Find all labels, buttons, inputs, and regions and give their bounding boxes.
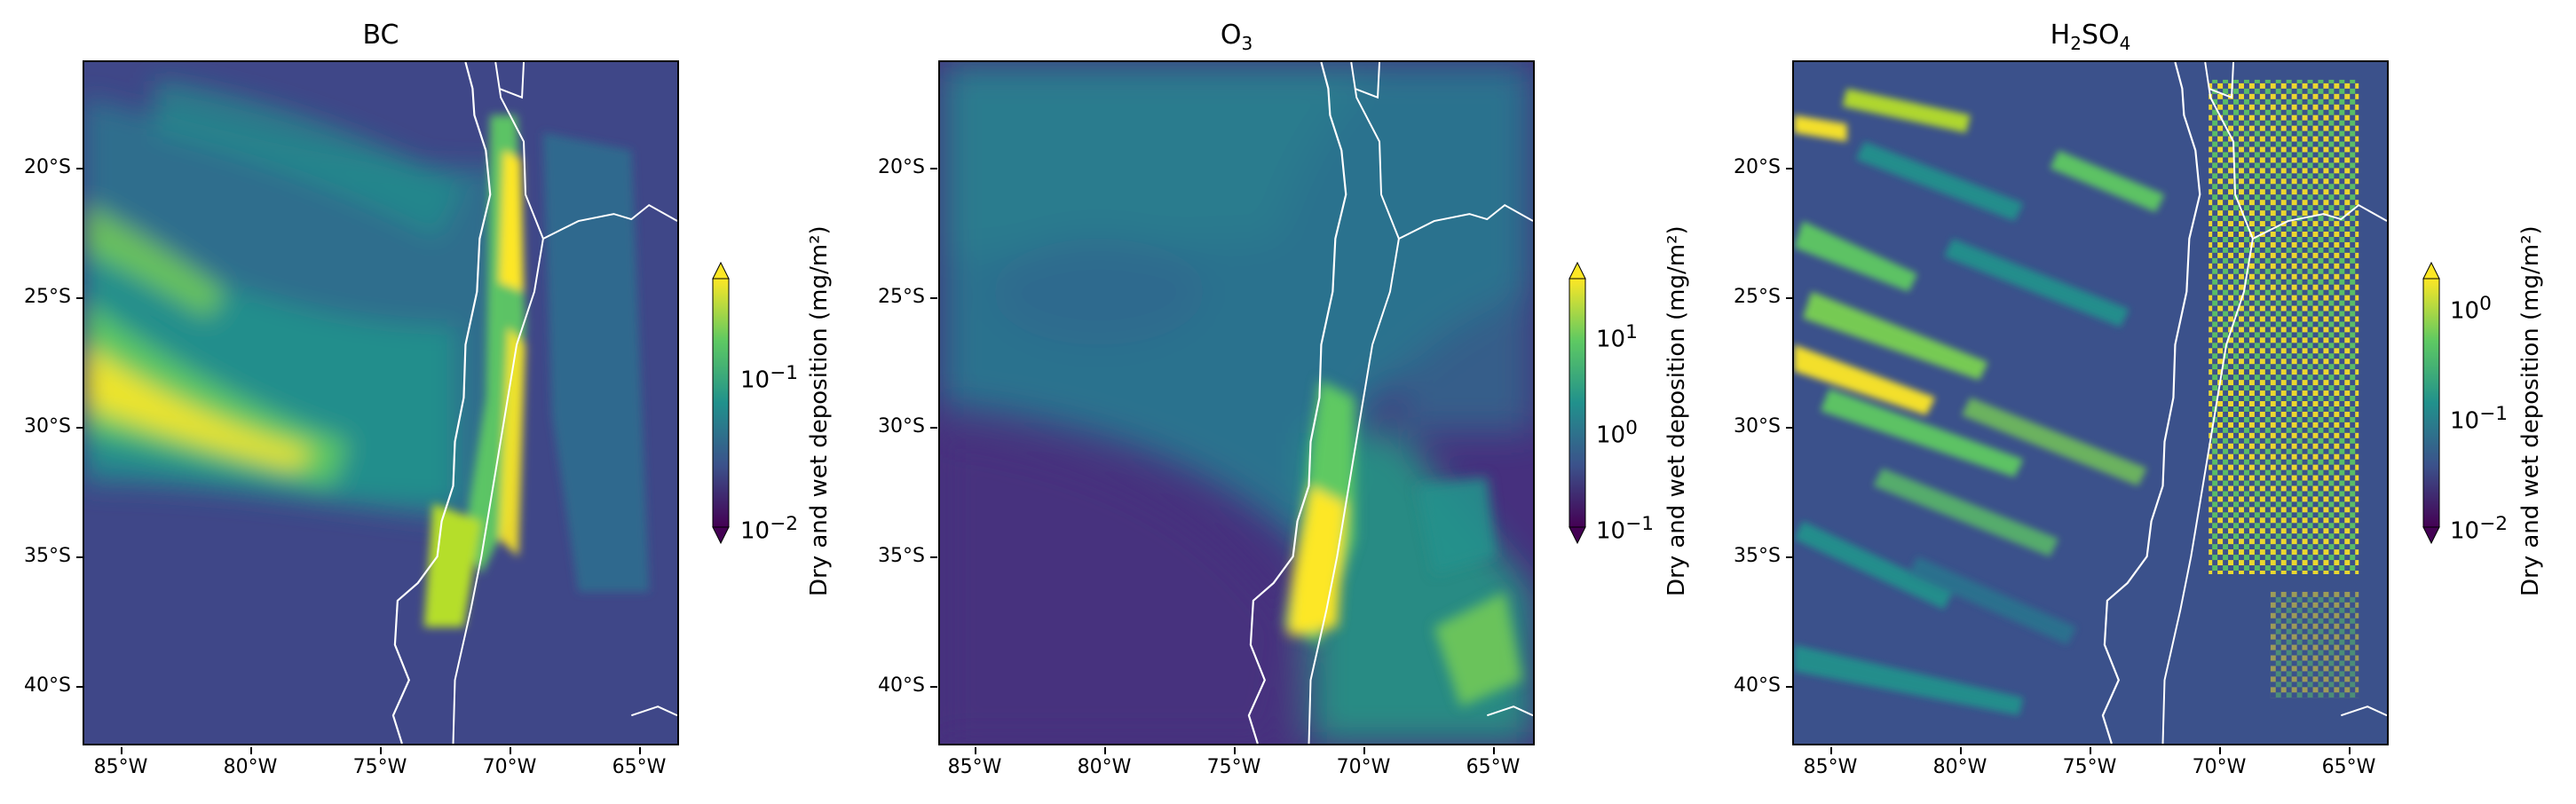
lat-tick: 25°S [1710,286,1793,308]
map-bc [83,60,679,745]
lat-tick: 35°S [0,545,83,567]
lon-tick: 85°W [1795,747,1866,778]
panel-bc: BC [0,0,852,804]
lon-tick: 80°W [1069,747,1140,778]
colorbar-o3 [1569,261,1586,545]
lat-tick: 30°S [0,415,83,437]
lon-tick: 75°W [1198,747,1269,778]
lat-tick: 35°S [854,545,937,567]
colorbar-tick: 100 [1596,417,1638,449]
lat-tick: 25°S [0,286,83,308]
lon-tick: 65°W [1458,747,1529,778]
lat-tick: 30°S [1710,415,1793,437]
lat-tick: 30°S [854,415,937,437]
lon-tick: 85°W [85,747,156,778]
lat-tick: 20°S [854,156,937,178]
map-bc-canvas [84,62,677,744]
panel-title: H2SO4 [2050,20,2131,54]
lon-tick: 75°W [344,747,415,778]
map-o3 [938,60,1535,745]
map-h2so4-canvas [1794,62,2387,744]
colorbar-label: Dry and wet deposition (mg/m²) [2517,225,2544,596]
lon-tick: 75°W [2054,747,2125,778]
lon-tick: 70°W [1328,747,1399,778]
lat-tick: 20°S [1710,156,1793,178]
colorbar-tick: 10−1 [1596,513,1655,545]
map-h2so4 [1792,60,2389,745]
panel-title: BC [362,20,399,51]
lon-tick: 80°W [1924,747,1995,778]
colorbar-tick: 10−1 [2450,403,2509,435]
panel-h2so4: H2SO4 [1710,0,2576,804]
lat-tick: 25°S [854,286,937,308]
lon-tick: 70°W [2184,747,2255,778]
lat-tick: 35°S [1710,545,1793,567]
panel-title: O3 [1220,20,1253,54]
lat-tick: 40°S [0,674,83,697]
colorbar-tick: 10−1 [740,362,799,394]
colorbar-tick: 101 [1596,321,1638,353]
colorbar-bc [712,261,730,545]
colorbar-tick: 10−2 [2450,513,2509,545]
lon-tick: 85°W [939,747,1010,778]
panel-o3: O3 [854,0,1706,804]
lon-tick: 65°W [604,747,675,778]
map-o3-canvas [940,62,1533,744]
lat-tick: 40°S [1710,674,1793,697]
lon-tick: 65°W [2313,747,2384,778]
lon-tick: 70°W [474,747,545,778]
lon-tick: 80°W [215,747,286,778]
lat-tick: 40°S [854,674,937,697]
colorbar-tick: 100 [2450,293,2492,325]
colorbar-tick: 10−2 [740,513,799,545]
lat-tick: 20°S [0,156,83,178]
colorbar-label: Dry and wet deposition (mg/m²) [1663,225,1690,596]
colorbar-h2so4 [2422,261,2440,545]
colorbar-label: Dry and wet deposition (mg/m²) [806,225,833,596]
